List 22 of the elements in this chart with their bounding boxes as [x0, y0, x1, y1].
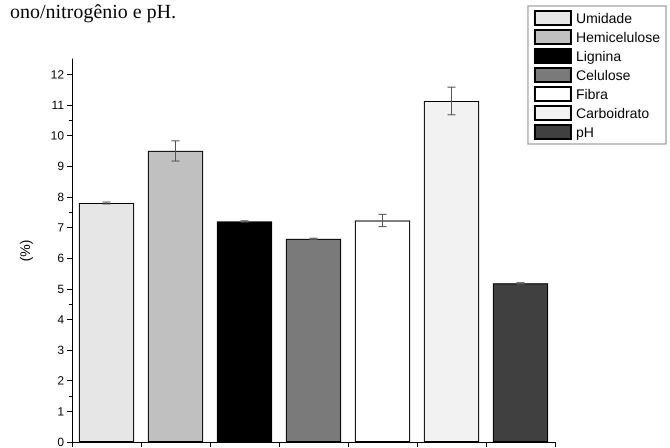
y-tick-label: 9: [57, 159, 64, 174]
y-tick-label: 2: [57, 374, 64, 388]
y-tick-label: 12: [50, 67, 64, 82]
y-tick-label: 7: [57, 220, 64, 235]
y-tick-label: 3: [57, 343, 64, 358]
legend-label: Hemicelulose: [576, 29, 660, 45]
y-tick-label: 10: [50, 128, 64, 143]
legend-label: Umidade: [576, 10, 632, 26]
y-tick-label: 0: [57, 435, 64, 448]
legend-label: Fibra: [576, 86, 608, 102]
y-tick-label: 11: [52, 98, 64, 112]
legend-label: Celulose: [576, 67, 631, 83]
legend-label: pH: [576, 124, 594, 140]
y-tick-label: 4: [57, 312, 64, 326]
legend-label: Carboidrato: [576, 105, 650, 121]
y-tick-label: 1: [57, 404, 64, 418]
y-tick-label: 6: [57, 251, 64, 266]
y-tick-label: 8: [57, 190, 64, 204]
y-tick-label: 5: [57, 282, 64, 296]
y-axis-title: (%): [17, 240, 33, 262]
text: ono/nitrogênio e pH.: [10, 1, 176, 23]
legend-label: Lignina: [576, 48, 622, 64]
